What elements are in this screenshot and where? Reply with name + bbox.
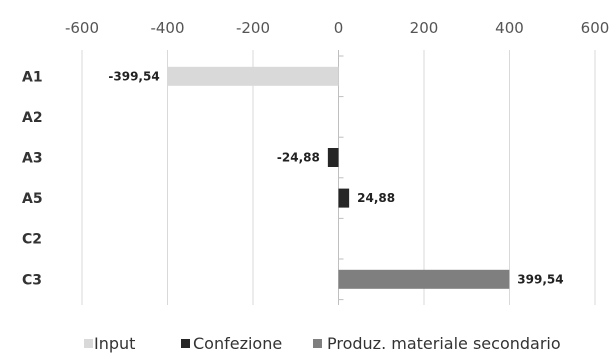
x-axis-ticks: -600 -400 -200 0 200 400 600 [65,19,609,37]
data-label: -399,54 [108,69,159,83]
category-label: C3 [22,272,42,288]
category-labels: A1 A2 A3 A5 C2 C3 [22,69,43,288]
category-label: A3 [22,151,43,167]
legend-label: Input [94,334,135,353]
category-label: A1 [22,69,43,85]
x-tick-label: 0 [334,19,344,37]
category-label: A5 [22,191,43,207]
legend-label: Produz. materiale secondario [327,334,561,353]
data-label: 399,54 [517,272,563,286]
x-tick-label: 200 [410,19,439,37]
x-tick-label: -400 [150,19,184,37]
x-tick-label: -200 [236,19,270,37]
legend: Input Confezione Produz. materiale seconda… [84,334,561,353]
x-tick-label: 400 [495,19,524,37]
data-label: -24,88 [277,151,320,165]
data-labels: -399,54 -24,88 24,88 399,54 [108,69,563,286]
bar [327,148,339,167]
category-axis [338,50,344,305]
x-tick-label: 600 [581,19,610,37]
category-label: A2 [22,110,43,126]
bar [338,269,510,289]
bar [338,188,350,208]
bar [167,66,339,86]
legend-swatch [313,339,322,348]
legend-swatch [84,339,93,348]
gridlines [81,50,596,305]
data-label: 24,88 [357,191,395,205]
category-label: C2 [22,232,42,248]
x-tick-label: -600 [65,19,99,37]
legend-swatch [181,339,190,348]
bars [167,66,510,289]
legend-label: Confezione [193,334,282,353]
